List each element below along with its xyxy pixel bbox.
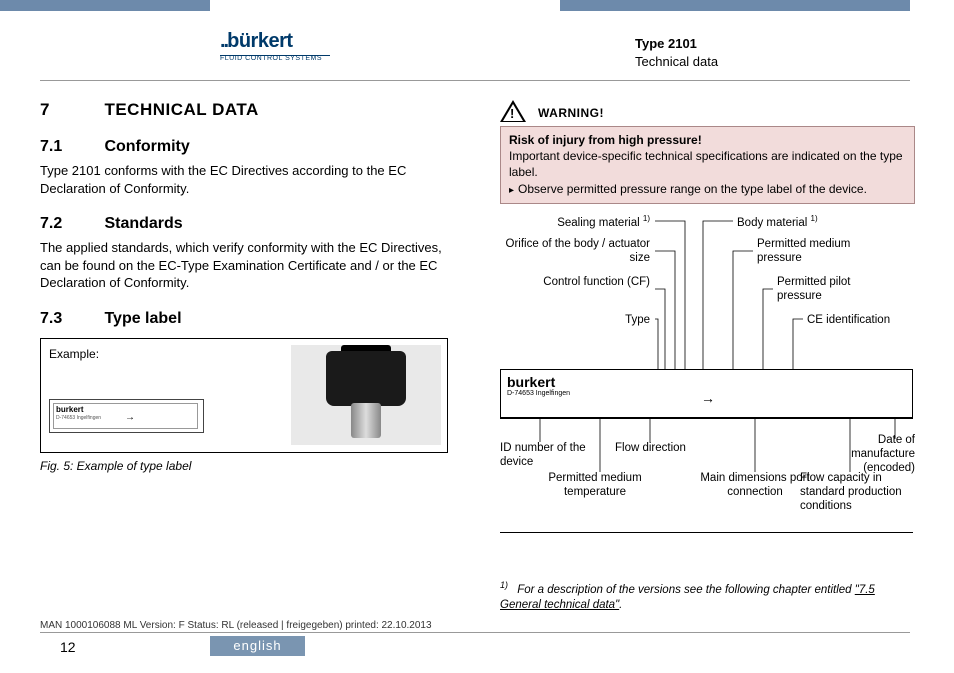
arrow-icon: → <box>125 412 135 423</box>
warning-icon: ! <box>500 100 526 122</box>
label-id-number: ID number of the device <box>500 442 590 470</box>
label-main-dim: Main dimensions port connection <box>700 472 810 500</box>
tl-brand: burkert <box>507 374 555 390</box>
label-control-function: Control function (CF) <box>490 276 650 290</box>
label-date-mfg: Date of manufacture (encoded) <box>835 434 915 475</box>
right-column: ! WARNING! Risk of injury from high pres… <box>500 100 915 534</box>
example-box: Example: burkert D-74653 Ingelfingen → <box>40 338 448 453</box>
warning-body: Important device-specific technical spec… <box>509 148 906 180</box>
document-page: ..bürkert FLUID CONTROL SYSTEMS Type 210… <box>0 0 954 673</box>
footer-meta: MAN 1000106088 ML Version: F Status: RL … <box>40 620 910 633</box>
type-title: Type 2101 <box>635 35 718 53</box>
section-7-heading: 7 TECHNICAL DATA <box>40 100 460 120</box>
sub-title: Type label <box>104 310 181 327</box>
section-title: TECHNICAL DATA <box>104 100 258 119</box>
tl-sub: D-74653 Ingelfingen <box>507 390 570 397</box>
sub-num: 7.3 <box>40 310 100 328</box>
valve-stem <box>351 403 381 438</box>
header-subtitle: Technical data <box>635 53 718 71</box>
label-body-material: Body material 1) <box>737 214 818 231</box>
brand-logo: ..bürkert FLUID CONTROL SYSTEMS <box>220 30 330 62</box>
sub-num: 7.1 <box>40 138 100 156</box>
sub-body: Type 2101 conforms with the EC Directive… <box>40 162 460 197</box>
left-column: 7 TECHNICAL DATA 7.1 Conformity Type 210… <box>40 100 460 473</box>
footnote-num: 1) <box>500 580 508 590</box>
example-photo <box>291 345 441 445</box>
warning-observe: Observe permitted pressure range on the … <box>509 181 906 198</box>
label-flow-direction: Flow direction <box>615 442 686 456</box>
warning-risk: Risk of injury from high pressure! <box>509 132 906 148</box>
sub-num: 7.2 <box>40 215 100 233</box>
header-bar-left <box>0 0 210 11</box>
example-label: Example: <box>49 347 99 361</box>
footnote-text-a: For a description of the versions see th… <box>517 584 855 596</box>
header-bar-right <box>560 0 910 11</box>
label-orifice: Orifice of the body / actuator size <box>490 238 650 266</box>
sticker-sub: D-74653 Ingelfingen <box>56 415 101 421</box>
header-rule <box>40 80 910 81</box>
section-num: 7 <box>40 100 100 120</box>
diagram-bottom-rule <box>500 532 913 533</box>
figure-caption: Fig. 5: Example of type label <box>40 459 460 473</box>
brand-tagline: FLUID CONTROL SYSTEMS <box>220 55 330 62</box>
section-7-1: 7.1 Conformity Type 2101 conforms with t… <box>40 138 460 197</box>
label-medium-pressure: Permitted medium pressure <box>757 238 887 266</box>
label-sealing: Sealing material 1) <box>490 214 650 231</box>
language-bar: english <box>210 636 305 656</box>
sub-title: Standards <box>104 215 182 232</box>
footnote-text-b: . <box>619 599 622 611</box>
label-ce: CE identification <box>807 314 890 328</box>
label-flow-cap: Flow capacity in standard production con… <box>800 472 915 513</box>
sub-title: Conformity <box>104 138 189 155</box>
label-sticker: burkert D-74653 Ingelfingen → <box>49 399 204 433</box>
sub-body: The applied standards, which verify conf… <box>40 239 460 292</box>
warning-title: WARNING! <box>538 106 604 120</box>
section-7-2: 7.2 Standards The applied standards, whi… <box>40 215 460 292</box>
valve-body <box>326 351 406 406</box>
brand-name: ..bürkert <box>220 30 330 53</box>
header-right: Type 2101 Technical data <box>635 35 718 71</box>
footnote: 1) For a description of the versions see… <box>500 580 915 613</box>
warning-box: Risk of injury from high pressure! Impor… <box>500 126 915 204</box>
header-bars <box>0 0 954 12</box>
type-label-diagram: Sealing material 1) Body material 1) Ori… <box>500 214 915 534</box>
arrow-icon: → <box>701 390 715 406</box>
sticker-brand: burkert <box>56 405 84 414</box>
section-7-3: 7.3 Type label Example: burkert D-74653 … <box>40 310 460 473</box>
label-pilot-pressure: Permitted pilot pressure <box>777 276 897 304</box>
type-label-box: burkert D-74653 Ingelfingen → <box>500 369 913 419</box>
page-number: 12 <box>60 639 76 655</box>
label-type: Type <box>500 314 650 328</box>
label-perm-temp: Permitted medium temperature <box>535 472 655 500</box>
